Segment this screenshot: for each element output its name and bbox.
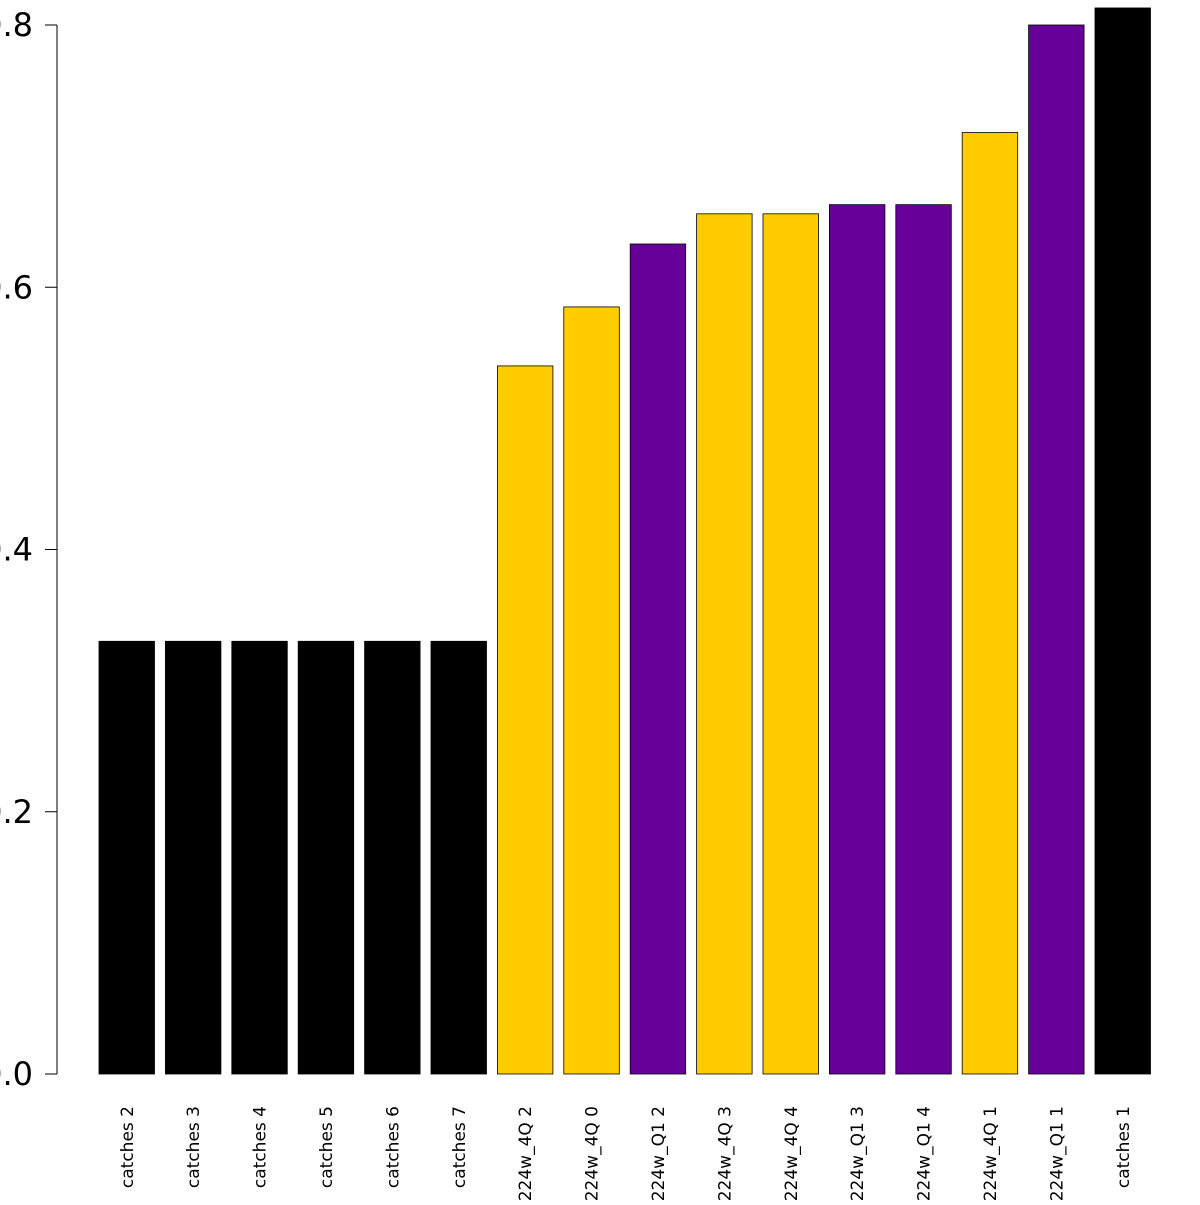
y-axis-tick-label: 0.8 xyxy=(0,6,33,44)
x-axis-tick-label: catches 5 xyxy=(317,1106,337,1188)
x-axis-tick-label: 224w_4Q 3 xyxy=(715,1106,735,1200)
x-axis-tick-label: 224w_4Q 4 xyxy=(782,1106,802,1200)
bar xyxy=(1028,24,1085,1075)
y-axis-tick-label: 0.6 xyxy=(0,268,33,306)
x-axis-tick-label: 224w_Q1 2 xyxy=(649,1106,669,1200)
x-axis-tick-label: catches 7 xyxy=(450,1106,470,1188)
bar xyxy=(629,243,687,1075)
x-axis-tick-label: 224w_4Q 2 xyxy=(516,1106,536,1200)
bar xyxy=(496,365,554,1075)
bar xyxy=(430,640,487,1075)
x-axis-tick-label: catches 1 xyxy=(1114,1106,1134,1188)
bar xyxy=(696,213,753,1075)
bar xyxy=(98,640,155,1075)
bar xyxy=(231,640,288,1075)
y-axis-tick-label: 0.4 xyxy=(0,531,33,569)
x-axis-tick-label: 224w_Q1 4 xyxy=(915,1106,935,1200)
x-axis-tick-label: catches 2 xyxy=(118,1106,138,1188)
x-axis-tick-label: catches 4 xyxy=(251,1106,271,1188)
bar xyxy=(762,213,819,1075)
x-axis-tick-label: 224w_Q1 1 xyxy=(1047,1106,1067,1200)
x-axis-tick-label: 224w_Q1 3 xyxy=(848,1106,868,1200)
bar xyxy=(297,640,355,1075)
bar xyxy=(961,132,1019,1075)
y-axis-tick-label: 0.2 xyxy=(0,793,33,831)
x-axis-tick-label: 224w_4Q 0 xyxy=(583,1106,603,1200)
y-axis-tick-label: 0.0 xyxy=(0,1055,33,1093)
bar xyxy=(829,204,886,1075)
bar xyxy=(364,640,421,1075)
bar xyxy=(895,204,952,1075)
bar xyxy=(164,640,222,1075)
x-axis-tick-label: catches 3 xyxy=(184,1106,204,1188)
bar xyxy=(563,306,620,1075)
x-axis-tick-label: catches 6 xyxy=(383,1106,403,1188)
bar xyxy=(1094,7,1151,1075)
x-axis-tick-label: 224w_4Q 1 xyxy=(981,1106,1001,1200)
